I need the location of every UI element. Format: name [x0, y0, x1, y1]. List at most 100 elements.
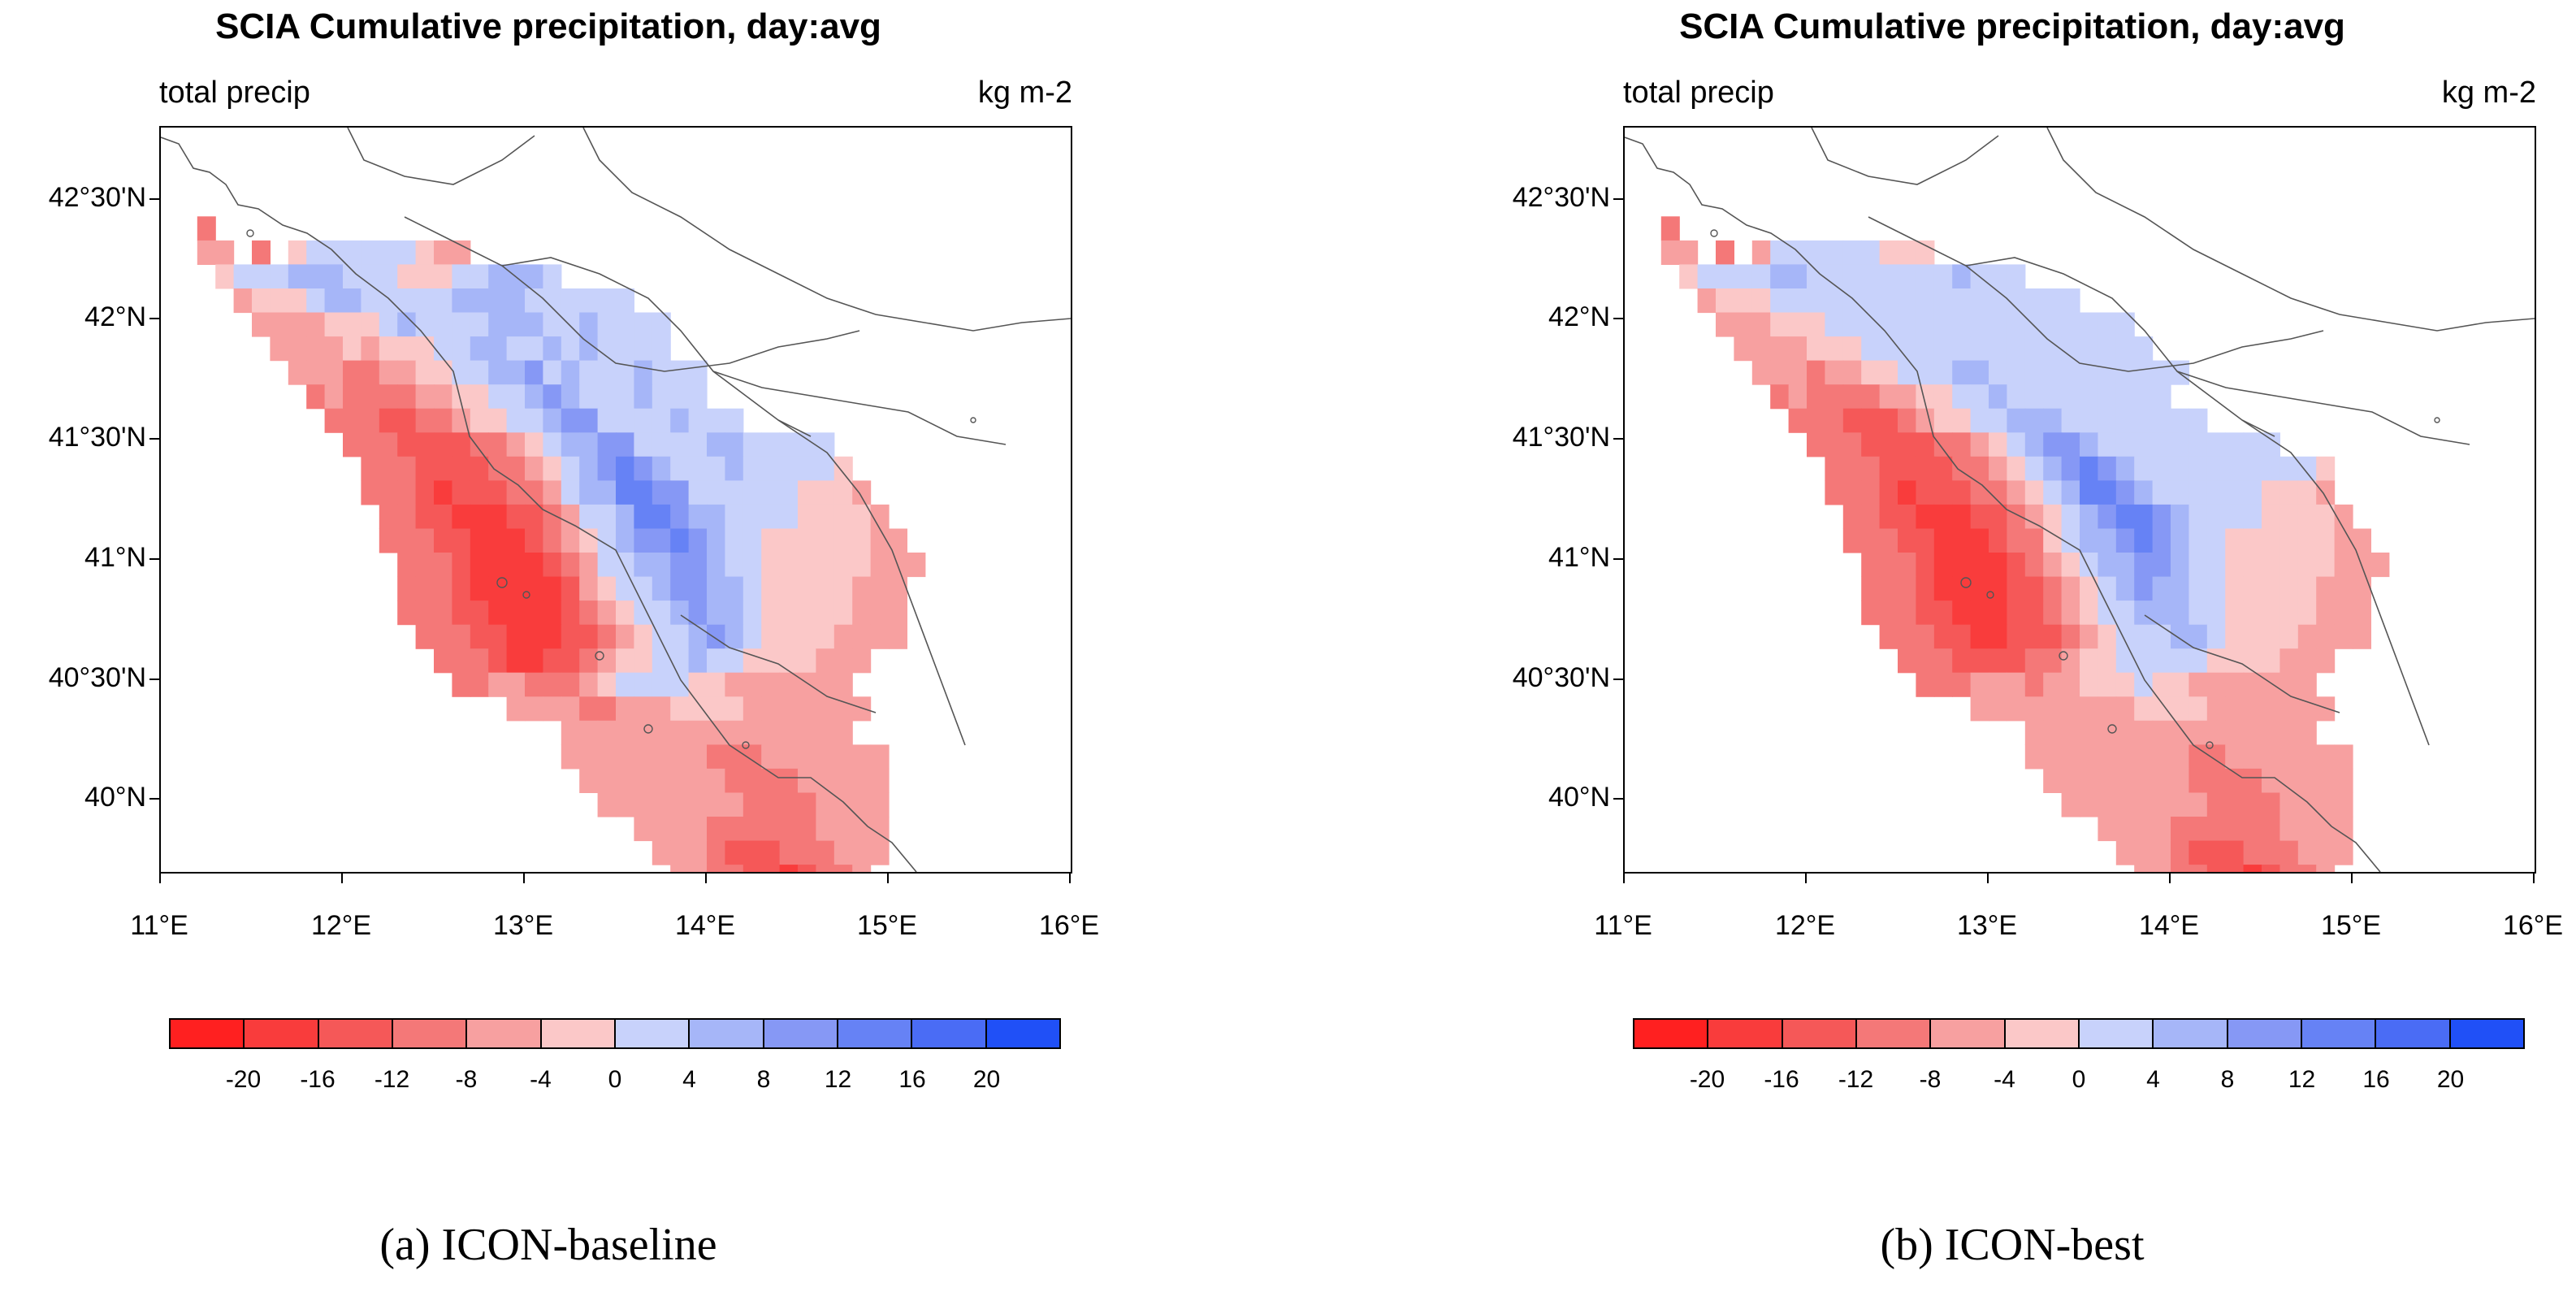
- grid-cell: [397, 480, 417, 505]
- grid-cell: [1861, 312, 1881, 337]
- grid-cell: [2206, 672, 2226, 697]
- grid-cell: [1916, 456, 1935, 481]
- colorbar-swatch: [2301, 1020, 2377, 1047]
- grid-cell: [488, 384, 508, 410]
- grid-cell: [415, 336, 435, 362]
- grid-cell: [2225, 865, 2245, 872]
- grid-cell: [2206, 696, 2226, 722]
- grid-cell: [252, 264, 271, 289]
- grid-cell: [488, 624, 508, 649]
- grid-cell: [361, 456, 380, 481]
- grid-cell: [2043, 456, 2063, 481]
- grid-cell: [779, 504, 799, 529]
- grid-cell: [1933, 600, 1953, 626]
- grid-cell: [634, 360, 653, 385]
- island-outline: [1710, 229, 1718, 237]
- grid-cell: [761, 865, 781, 872]
- grid-cell: [434, 312, 452, 337]
- grid-cell: [833, 840, 853, 865]
- grid-cell: [270, 336, 289, 362]
- grid-cell: [1898, 360, 1916, 385]
- grid-cell: [488, 408, 508, 433]
- grid-cell: [397, 456, 417, 481]
- grid-cell: [1879, 553, 1898, 578]
- grid-cell: [2297, 576, 2317, 601]
- grid-cell: [2043, 528, 2063, 553]
- grid-cell: [597, 504, 617, 529]
- grid-cell: [1952, 264, 1972, 289]
- panel-b: SCIA Cumulative precipitation, day:avg t…: [1464, 0, 2576, 1292]
- grid-cell: [652, 456, 671, 481]
- grid-cell: [816, 696, 835, 722]
- grid-cell: [742, 865, 762, 872]
- grid-cell: [452, 624, 471, 649]
- grid-cell: [798, 480, 816, 505]
- grid-cell: [616, 744, 634, 770]
- grid-cell: [2206, 432, 2226, 457]
- grid-cell: [1660, 240, 1680, 265]
- grid-cell: [1788, 288, 1808, 314]
- grid-cell: [652, 840, 671, 865]
- grid-cell: [2134, 360, 2154, 385]
- grid-cell: [488, 360, 508, 385]
- grid-cell: [2007, 360, 2026, 385]
- grid-cell: [1970, 553, 1989, 578]
- grid-cell: [852, 768, 872, 793]
- grid-cell: [270, 312, 289, 337]
- grid-cell: [1861, 456, 1881, 481]
- grid-cell: [2152, 528, 2171, 553]
- grid-cell: [2061, 648, 2080, 674]
- grid-cell: [324, 360, 344, 385]
- grid-cell: [2334, 624, 2353, 649]
- lat-tick-label: 41°N: [84, 541, 146, 573]
- grid-cell: [2225, 672, 2245, 697]
- lat-tick: [1613, 678, 1623, 680]
- grid-cell: [2171, 480, 2189, 505]
- grid-cell: [506, 624, 526, 649]
- lon-tick: [1069, 874, 1071, 883]
- grid-cell: [2279, 720, 2299, 745]
- grid-cell: [2262, 817, 2280, 842]
- grid-cell: [761, 696, 781, 722]
- grid-cell: [652, 480, 671, 505]
- grid-cell: [2098, 744, 2117, 770]
- grid-cell: [1952, 408, 1972, 433]
- grid-cell: [2098, 528, 2117, 553]
- grid-cell: [2297, 624, 2317, 649]
- grid-cell: [1970, 432, 1989, 457]
- colorbar-tick-label: 8: [756, 1066, 771, 1093]
- grid-cell: [488, 576, 508, 601]
- grid-cell: [1898, 432, 1916, 457]
- grid-cell: [1861, 553, 1881, 578]
- grid-cell: [2189, 768, 2208, 793]
- grid-cell: [543, 696, 562, 722]
- grid-cell: [816, 480, 835, 505]
- grid-cell: [2098, 624, 2117, 649]
- grid-cell: [579, 720, 599, 745]
- grid-cell: [506, 384, 526, 410]
- grid-cell: [1952, 648, 1972, 674]
- grid-cell: [1970, 456, 1989, 481]
- grid-cell: [525, 432, 543, 457]
- grid-cell: [1861, 264, 1881, 289]
- grid-cell: [2080, 360, 2098, 385]
- grid-cell: [1879, 408, 1898, 433]
- grid-cell: [1842, 312, 1862, 337]
- grid-cell: [506, 576, 526, 601]
- grid-cell: [852, 648, 872, 674]
- grid-cell: [2007, 408, 2026, 433]
- grid-cell: [870, 553, 890, 578]
- grid-cell: [833, 768, 853, 793]
- grid-cell: [2171, 792, 2189, 817]
- grid-cell: [306, 288, 326, 314]
- grid-cell: [1970, 576, 1989, 601]
- grid-cell: [634, 696, 653, 722]
- grid-cell: [707, 600, 725, 626]
- grid-cell: [1916, 504, 1935, 529]
- grid-cell: [2189, 696, 2208, 722]
- grid-cell: [2134, 432, 2154, 457]
- grid-cell: [2171, 672, 2189, 697]
- grid-cell: [1861, 432, 1881, 457]
- grid-cell: [870, 840, 890, 865]
- grid-cell: [470, 456, 489, 481]
